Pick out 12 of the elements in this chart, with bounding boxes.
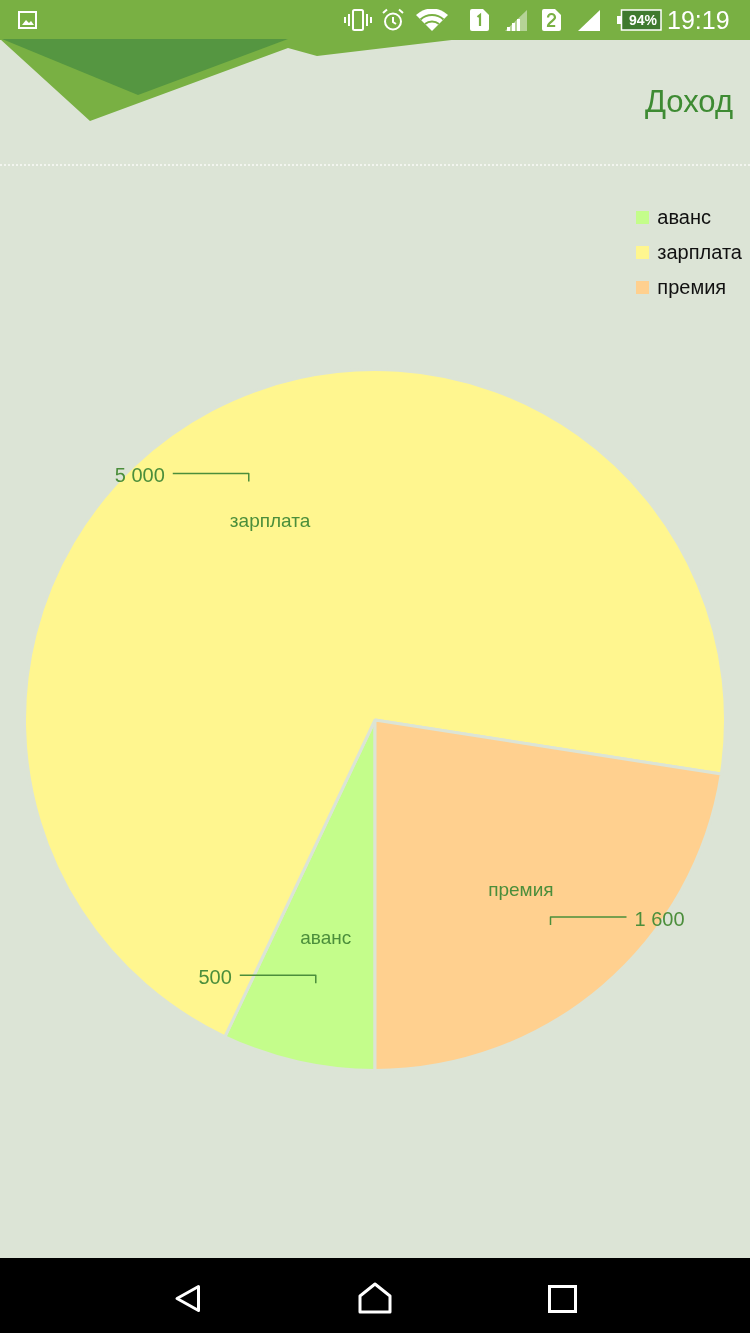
slice-label: премия (488, 878, 554, 900)
legend-label: зарплата (657, 241, 742, 264)
legend-label: аванс (657, 206, 712, 229)
data-label: 1 600 (634, 907, 685, 930)
data-label: 5 000 (114, 463, 165, 486)
slice-label: зарплата (229, 509, 311, 531)
text: 19:19 (667, 5, 730, 36)
chart-title: Доход (644, 83, 733, 121)
data-label: 500 (198, 965, 232, 988)
legend-label: премия (657, 276, 727, 299)
slice-label: аванс (300, 927, 352, 949)
text: 94% (628, 11, 658, 30)
